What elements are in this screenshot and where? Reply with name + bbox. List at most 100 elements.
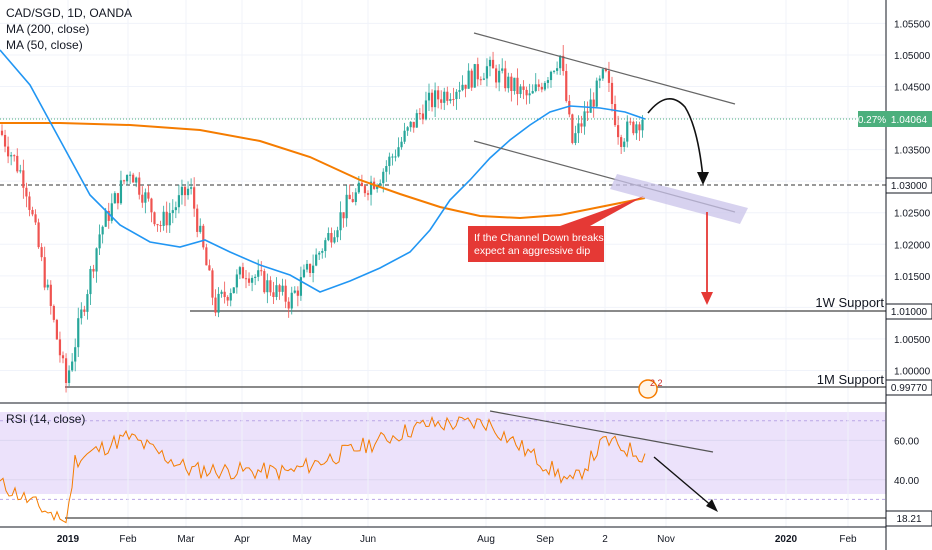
candle-up (455, 91, 458, 100)
candle-up (406, 127, 409, 131)
candle-down (34, 214, 37, 223)
candle-down (638, 124, 641, 131)
time-tick-label: Sep (536, 534, 554, 545)
candles (0, 45, 644, 393)
candle-up (531, 91, 534, 94)
projection-curve-arrowhead (697, 172, 709, 185)
candle-down (132, 174, 135, 183)
rsi-projection-arrow (653, 456, 714, 508)
candle-up (345, 194, 348, 219)
candle-up (641, 119, 644, 131)
candle-down (418, 113, 421, 115)
candle-up (290, 292, 293, 309)
candle-down (214, 297, 217, 313)
candle-down (165, 211, 168, 226)
ma200-legend: MA (200, close) (6, 22, 90, 36)
candle-down (342, 212, 345, 219)
candle-up (546, 80, 550, 83)
candle-up (71, 361, 74, 371)
candle-down (263, 271, 266, 293)
candle-up (299, 277, 302, 296)
time-tick-label: Nov (657, 534, 675, 545)
candle-up (403, 130, 406, 142)
candle-up (415, 113, 418, 128)
candle-up (95, 248, 98, 272)
candle-down (64, 358, 68, 383)
rsi-tick-label: 60.00 (894, 436, 919, 447)
candle-down (28, 196, 31, 210)
candle-up (333, 237, 336, 243)
price-tick-label: 1.02500 (894, 209, 931, 220)
candle-down (296, 290, 299, 296)
candle-up (598, 78, 601, 81)
candle-down (610, 82, 614, 104)
level-1-01000-tag-box (885, 303, 932, 320)
candle-down (437, 90, 440, 100)
time-tick-label: 2 (602, 534, 608, 545)
candle-down (607, 71, 611, 83)
candle-down (287, 301, 290, 309)
candle-up (312, 265, 315, 273)
candle-up (125, 175, 129, 182)
candle-up (80, 309, 83, 319)
candle-up (251, 277, 254, 283)
candle-up (119, 180, 123, 204)
level-0-99770-tag: 0.99770 (891, 383, 928, 394)
candle-up (321, 251, 324, 253)
time-tick-label: 2020 (775, 534, 798, 545)
rsi-band (0, 412, 886, 494)
level-0-99770-tag-box (885, 379, 932, 396)
candle-down (16, 155, 19, 172)
candle-down (244, 278, 248, 280)
candle-down (446, 91, 449, 101)
candle-down (208, 265, 211, 271)
candle-down (260, 270, 263, 272)
candle-up (174, 207, 177, 211)
candle-down (363, 186, 367, 194)
candle-down (37, 222, 40, 248)
price-tick-label: 1.04500 (894, 83, 931, 94)
candle-down (211, 270, 214, 298)
candle-up (626, 121, 629, 142)
candle-down (516, 77, 519, 95)
candle-down (565, 71, 568, 101)
candle-up (574, 133, 577, 143)
price-tick-label: 1.03500 (894, 146, 931, 157)
candle-down (495, 68, 498, 83)
candle-down (613, 103, 617, 126)
candle-up (281, 285, 284, 292)
candle-down (278, 285, 281, 292)
candle-down (540, 86, 543, 90)
candle-up (162, 211, 165, 226)
callout-box (468, 196, 644, 262)
candle-up (190, 187, 193, 189)
candle-down (13, 155, 16, 157)
candle-up (327, 232, 330, 241)
candle-up (528, 93, 531, 96)
event-marker-icon[interactable] (638, 379, 658, 399)
candle-down (537, 84, 540, 87)
candle-down (58, 339, 62, 356)
candle-down (107, 210, 110, 221)
candle-up (302, 269, 306, 278)
candle-down (153, 212, 156, 225)
candle-down (223, 291, 226, 298)
price-tick-label: 1.05000 (894, 51, 931, 62)
candle-up (369, 181, 373, 195)
candle-down (430, 92, 434, 108)
candle-up (601, 69, 604, 79)
candle-down (7, 146, 10, 157)
rsi-trendline (489, 410, 714, 453)
candle-down (470, 70, 473, 88)
candle-up (177, 195, 180, 208)
time-tick-label: May (293, 534, 312, 545)
time-tick-label: Apr (234, 534, 250, 545)
candle-up (101, 226, 104, 235)
candle-down (452, 99, 455, 101)
chart-title: CAD/SGD, 1D, OANDA (6, 6, 133, 20)
candle-up (501, 68, 504, 71)
candle-up (229, 293, 232, 301)
candle-up (135, 177, 138, 183)
candle-up (400, 141, 403, 148)
candle-down (351, 199, 354, 203)
